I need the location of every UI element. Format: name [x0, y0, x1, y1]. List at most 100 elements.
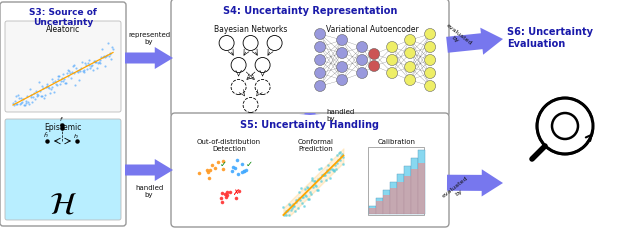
Bar: [404, 166, 411, 214]
Circle shape: [243, 36, 258, 51]
FancyBboxPatch shape: [5, 119, 121, 220]
Bar: [369, 206, 376, 214]
Point: [319, 173, 330, 177]
Text: ✗: ✗: [232, 187, 239, 196]
Point: [38, 87, 49, 91]
Circle shape: [255, 58, 270, 73]
Point: [26, 96, 36, 99]
Point: [99, 55, 109, 59]
Point: [76, 66, 86, 70]
Text: ✓: ✓: [246, 159, 253, 168]
Bar: [412, 170, 418, 214]
Circle shape: [369, 49, 380, 60]
Point: [314, 167, 324, 171]
Text: Aleatoric: Aleatoric: [46, 25, 80, 34]
Point: [337, 152, 347, 156]
Point: [98, 56, 108, 60]
Point: [43, 86, 53, 89]
Point: [77, 70, 88, 73]
Point: [35, 90, 45, 93]
Point: [280, 212, 290, 215]
Point: [108, 48, 118, 52]
Text: evaluated
by: evaluated by: [441, 175, 473, 203]
Point: [90, 60, 100, 64]
Point: [10, 95, 20, 99]
Point: [225, 190, 235, 194]
Circle shape: [404, 62, 415, 73]
Point: [15, 103, 25, 106]
Point: [87, 64, 97, 68]
Circle shape: [315, 68, 326, 79]
FancyBboxPatch shape: [171, 113, 449, 227]
Point: [18, 97, 28, 101]
Point: [324, 176, 335, 180]
Point: [99, 56, 109, 60]
Point: [95, 59, 106, 63]
Circle shape: [404, 48, 415, 59]
Circle shape: [424, 68, 436, 79]
Text: ✓: ✓: [220, 159, 227, 168]
Point: [287, 202, 298, 206]
Point: [58, 73, 68, 77]
Point: [70, 84, 80, 88]
Point: [339, 162, 349, 166]
Text: $\hat{h}$: $\hat{h}$: [43, 130, 49, 139]
Point: [204, 177, 214, 180]
Circle shape: [243, 98, 258, 113]
Point: [85, 67, 95, 70]
Point: [66, 76, 76, 80]
Point: [330, 164, 340, 167]
Point: [237, 171, 247, 174]
FancyBboxPatch shape: [0, 3, 126, 226]
Point: [56, 80, 66, 84]
Point: [305, 190, 315, 194]
Circle shape: [356, 68, 367, 79]
Point: [291, 200, 301, 204]
Point: [58, 80, 68, 83]
Text: evaluated
by: evaluated by: [441, 23, 473, 51]
Text: Calibration: Calibration: [378, 138, 415, 144]
Point: [328, 169, 338, 172]
Point: [227, 170, 237, 173]
Text: Conformal
Prediction: Conformal Prediction: [298, 138, 333, 151]
Point: [16, 102, 26, 105]
Point: [24, 102, 34, 106]
Point: [93, 61, 104, 64]
Point: [220, 193, 230, 197]
Point: [231, 196, 241, 200]
Point: [72, 70, 82, 74]
Point: [301, 194, 311, 198]
Text: Epistemic: Epistemic: [44, 122, 82, 131]
Point: [319, 172, 329, 176]
Point: [47, 78, 58, 82]
Point: [26, 94, 36, 97]
Point: [95, 62, 105, 66]
Point: [53, 75, 63, 79]
Point: [90, 61, 100, 64]
Point: [63, 69, 73, 72]
Point: [233, 172, 243, 176]
Circle shape: [337, 62, 348, 73]
Point: [60, 82, 70, 85]
Point: [336, 155, 346, 158]
Point: [79, 69, 90, 73]
Point: [333, 152, 344, 155]
Point: [328, 169, 339, 173]
Point: [292, 206, 303, 210]
Point: [296, 186, 306, 190]
Point: [83, 62, 93, 66]
Point: [93, 61, 103, 65]
Point: [29, 92, 39, 96]
Point: [32, 92, 42, 96]
Text: Out-of-distribution
Detection: Out-of-distribution Detection: [197, 138, 261, 151]
Point: [63, 75, 74, 79]
Point: [326, 158, 337, 162]
Point: [232, 158, 243, 162]
Point: [234, 190, 244, 193]
Point: [278, 205, 289, 209]
Point: [308, 185, 318, 189]
Point: [315, 176, 325, 180]
Text: $h$: $h$: [73, 131, 79, 139]
Circle shape: [424, 29, 436, 40]
Point: [97, 48, 107, 52]
